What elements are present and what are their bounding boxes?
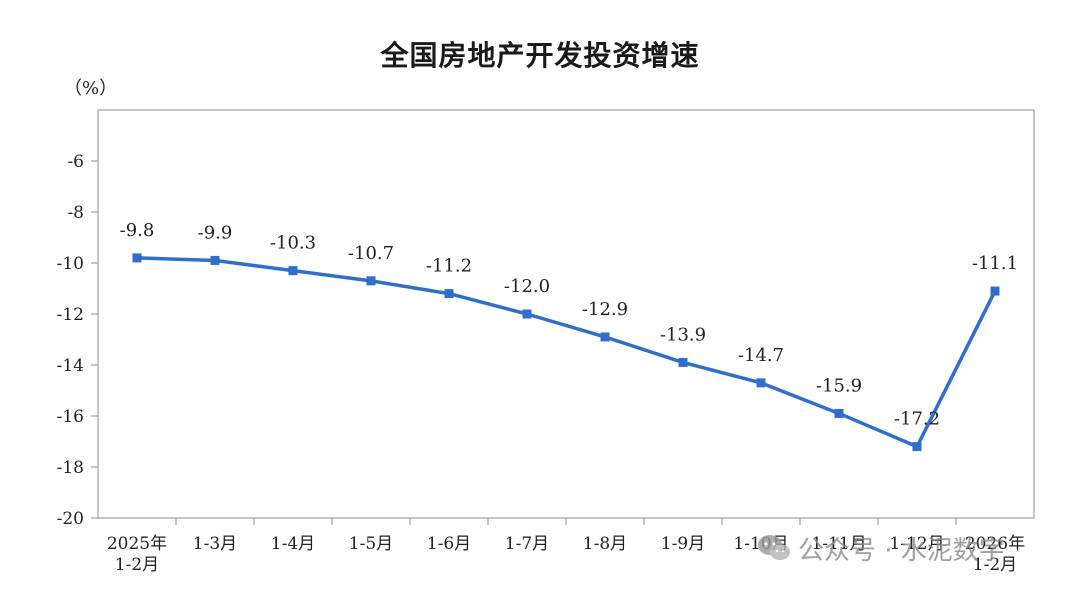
x-tick-label: 1-11月 [811, 534, 866, 554]
x-tick-label-line: 1-2月 [115, 555, 159, 575]
x-tick-label-line: 1-2月 [973, 555, 1017, 575]
x-tick-label-line: 1-6月 [427, 534, 471, 554]
y-tick-label: -12 [57, 305, 84, 325]
x-tick-label-line: 2025年 [107, 534, 167, 554]
y-tick-label: -10 [57, 254, 84, 274]
plot-frame-layer [97, 109, 1035, 519]
data-point [522, 309, 532, 319]
data-label: -12.9 [582, 299, 628, 320]
y-tick-label: -18 [57, 458, 84, 478]
x-tick-label-line: 2026年 [965, 534, 1025, 554]
x-tick-label-line: 1-8月 [583, 534, 627, 554]
data-point [600, 332, 610, 342]
x-tick-label: 2026年 1-2月 [965, 534, 1025, 575]
y-tick-label: -16 [57, 407, 84, 427]
x-tick-label: 1-9月 [661, 534, 705, 554]
x-tick-label: 1-4月 [271, 534, 315, 554]
x-tick-label-line: 1-4月 [271, 534, 315, 554]
data-label: -11.1 [972, 253, 1018, 274]
x-tick-label-line: 1-11月 [811, 534, 866, 554]
series-layer [132, 253, 1000, 452]
data-label: -14.7 [738, 345, 784, 366]
data-label: -9.8 [120, 220, 155, 241]
data-point [132, 253, 142, 263]
series-line [136, 256, 997, 449]
y-tick-label: -14 [57, 356, 84, 376]
x-tick-label-line: 1-3月 [193, 534, 237, 554]
data-point [756, 378, 766, 388]
watermark-text: 公众号 · 水泥数字 [798, 535, 1005, 566]
y-tick-label: -8 [67, 203, 84, 223]
data-point [288, 266, 298, 276]
data-label: -10.3 [270, 233, 316, 254]
plot-frame [97, 109, 1035, 519]
data-label: -13.9 [660, 324, 706, 345]
x-tick-label: 1-8月 [583, 534, 627, 554]
x-tick-label-line: 1-9月 [661, 534, 705, 554]
x-tick-label: 1-3月 [193, 534, 237, 554]
data-label: -9.9 [198, 222, 233, 243]
x-tick-label-line: 1-12月 [889, 534, 944, 554]
data-point [678, 357, 688, 367]
watermark: 公众号 · 水泥数字 [756, 528, 1005, 568]
data-label: -11.2 [426, 256, 472, 277]
data-point [912, 442, 922, 452]
x-tick-label: 1-5月 [349, 534, 393, 554]
data-label: -17.2 [894, 409, 940, 430]
data-label: -10.7 [348, 243, 394, 264]
data-label-layer: -9.8 -9.9 -10.3 -10.7 -11.2 -12.0 -12.9 -13.9 -1… [120, 220, 1018, 430]
data-point [444, 289, 454, 299]
wechat-icon [758, 535, 790, 560]
y-axis-unit: （%） [64, 78, 118, 99]
data-point [366, 276, 376, 286]
data-label: -15.9 [816, 375, 862, 396]
data-label: -12.0 [504, 276, 550, 297]
y-tick-label: -20 [57, 509, 84, 529]
x-tick-label: 1-12月 [889, 534, 944, 554]
y-tick-label: -6 [67, 152, 84, 172]
data-point [834, 408, 844, 418]
x-tick-label: 2025年 1-2月 [107, 534, 167, 575]
data-point [210, 255, 220, 265]
x-tick-label-line: 1-5月 [349, 534, 393, 554]
x-tick-label: 1-6月 [427, 534, 471, 554]
x-tick-label-line: 1-7月 [505, 534, 549, 554]
data-point [990, 286, 1000, 296]
x-tick-label: 1-7月 [505, 534, 549, 554]
chart-title: 全国房地产开发投资增速 [380, 39, 700, 72]
